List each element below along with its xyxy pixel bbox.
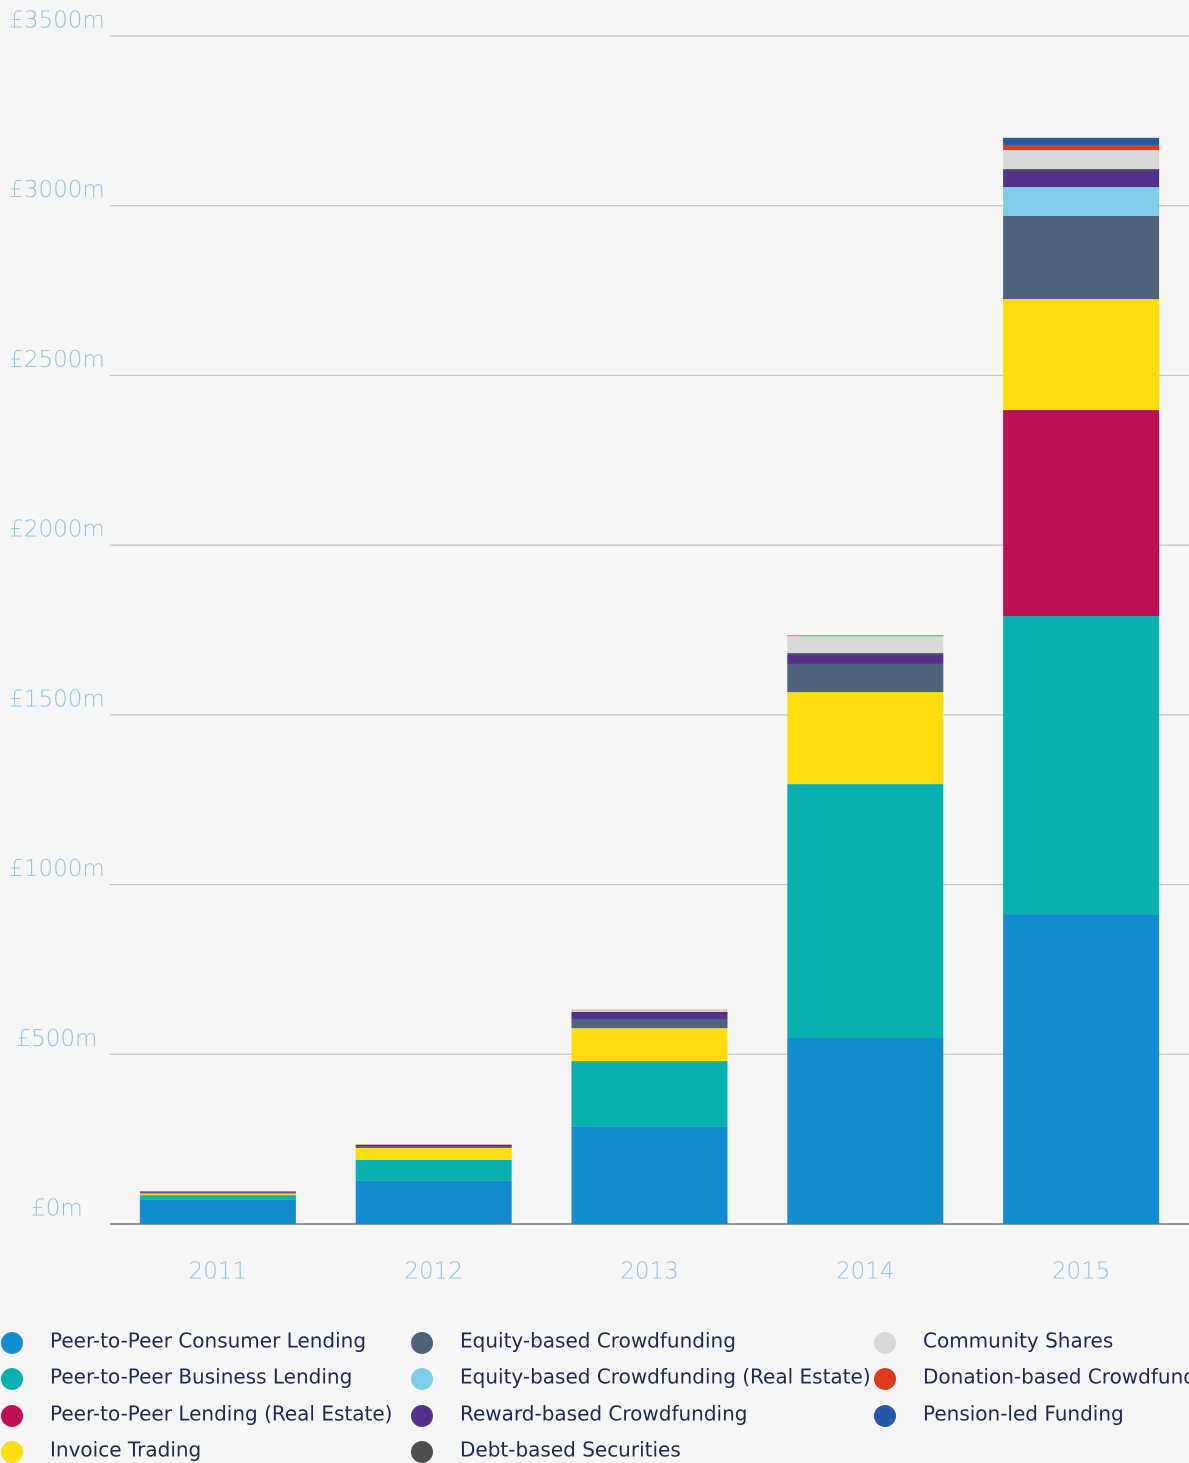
y-tick-label: £3000m [9,177,105,203]
y-tick-label: £0m [31,1196,83,1222]
legend-label: Reward-based Crowdfunding [460,1402,747,1426]
bar-segment [355,1180,512,1224]
bar-segment [139,1199,296,1224]
bar-segment [1003,150,1160,170]
y-tick-label: £2500m [9,347,105,373]
bar-segment [1003,914,1160,1224]
bar-segment [1003,299,1160,411]
bar-segment [1003,170,1160,188]
bar-segment [1003,169,1160,171]
x-tick-label: 2013 [620,1259,679,1285]
legend-swatch [1,1405,23,1427]
bar-segment [355,1144,512,1147]
y-tick-label: £3500m [9,8,105,34]
bar-segment [1003,187,1160,216]
legend-label: Debt-based Securities [460,1438,681,1462]
x-tick-label: 2012 [404,1259,463,1285]
legend-swatch [411,1332,433,1354]
legend-swatch [411,1405,433,1427]
y-tick-label: £1000m [9,856,105,882]
bar-segment [571,1061,728,1127]
legend-label: Invoice Trading [50,1438,201,1462]
legend-swatch [1,1441,23,1463]
bar-segment [355,1159,512,1181]
bar-segment [355,1147,512,1160]
bar-segment [571,1011,728,1019]
legend-swatch [411,1368,433,1390]
x-tick-label: 2015 [1052,1259,1111,1285]
bar-segment [787,635,944,637]
legend-swatch [874,1332,896,1354]
legend-label: Donation-based Crowdfunding [923,1365,1189,1389]
x-tick-label: 2014 [836,1259,895,1285]
legend-swatch [874,1368,896,1390]
bar-segment [355,1146,512,1148]
legend-swatch [874,1405,896,1427]
x-tick-label: 2011 [189,1259,248,1285]
legend-label: Pension-led Funding [923,1402,1124,1426]
bar-segment [571,1018,728,1029]
y-tick-label: £500m [17,1026,98,1052]
bar-segment [139,1193,296,1196]
y-tick-label: £2000m [9,517,105,543]
bar-segment [571,1126,728,1224]
bar-segment [1003,144,1160,151]
bar-segment [139,1192,296,1194]
bar-segment [1003,215,1160,300]
bar-segment [787,784,944,1038]
y-tick-label: £1500m [9,686,105,712]
bar-segment [787,1037,944,1224]
bar-segment [787,692,944,785]
bar-segment [139,1195,296,1200]
bar-segment [787,636,944,654]
legend-swatch [411,1441,433,1463]
bar-segment [787,654,944,664]
legend-label: Equity-based Crowdfunding (Real Estate) [460,1365,871,1389]
legend-swatch [1,1332,23,1354]
bar-segment [1003,410,1160,617]
legend-label: Peer-to-Peer Lending (Real Estate) [50,1402,392,1426]
legend-label: Peer-to-Peer Business Lending [50,1365,352,1389]
legend-label: Peer-to-Peer Consumer Lending [50,1329,366,1353]
bar-segment [139,1191,296,1192]
bar-segment [787,663,944,693]
bar-segment [1003,137,1160,145]
legend-label: Community Shares [923,1329,1113,1353]
legend-swatch [1,1368,23,1390]
legend-label: Equity-based Crowdfunding [460,1329,736,1353]
bar-segment [571,1010,728,1012]
bar-segment [787,653,944,655]
bar-segment [571,1028,728,1062]
bar-segment [1003,616,1160,915]
